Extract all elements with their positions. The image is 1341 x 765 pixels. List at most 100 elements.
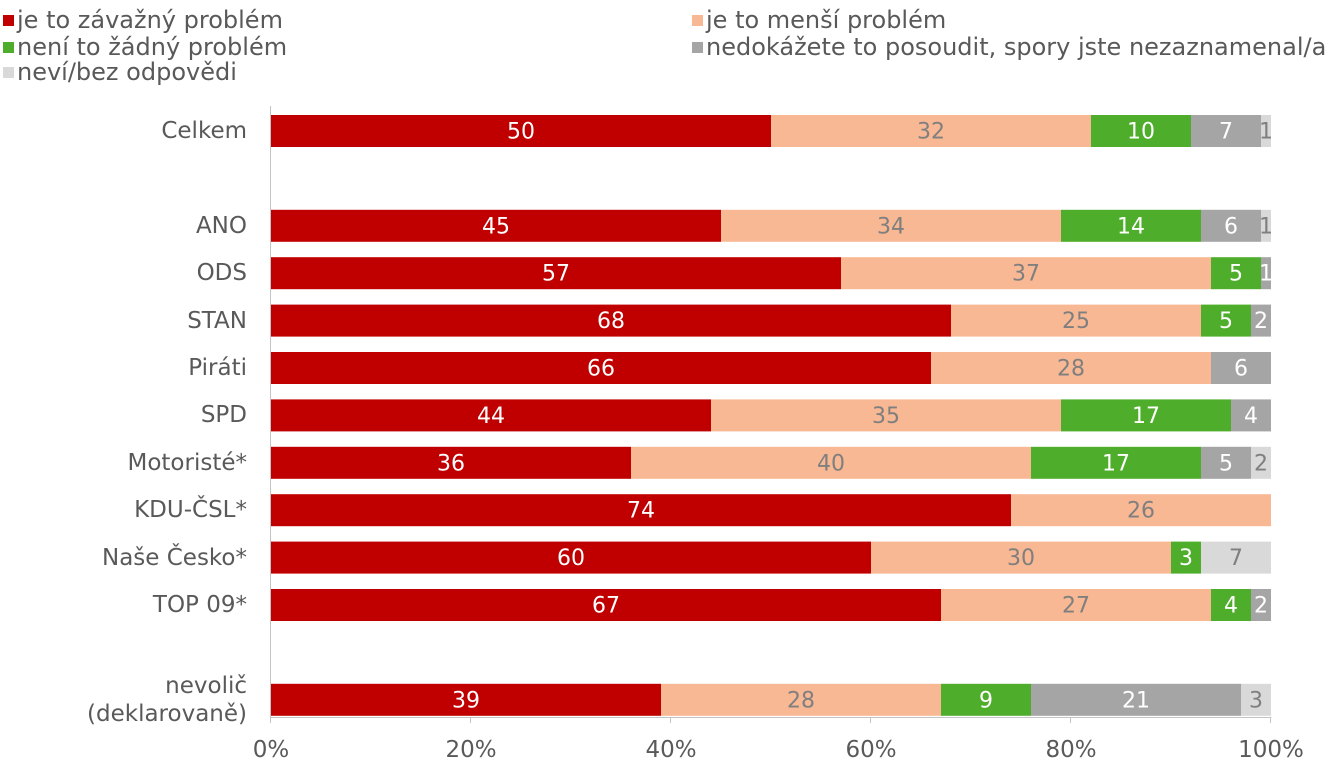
bar-segment (1201, 304, 1251, 337)
data-label: 1 (1259, 214, 1273, 239)
data-label: 1 (1259, 120, 1273, 145)
data-label: 2 (1254, 451, 1268, 476)
legend-item-no-problem: není to žádný problém (3, 34, 287, 60)
category-label: STAN (187, 307, 247, 334)
data-label: 35 (872, 404, 900, 429)
bar-segment (1241, 683, 1271, 716)
data-label: 14 (1117, 214, 1145, 239)
data-label: 4 (1224, 594, 1238, 619)
data-label: 30 (1007, 546, 1035, 571)
data-label: 26 (1127, 499, 1155, 524)
category-label: SPD (200, 402, 247, 429)
legend-item-minor-problem: je to menší problém (692, 7, 946, 33)
legend-swatch (3, 41, 14, 53)
category-label: Naše Česko* (101, 544, 247, 571)
data-label: 5 (1229, 262, 1243, 287)
bar-segment (271, 683, 661, 716)
bar-segment (841, 257, 1211, 290)
legend-label: je to závažný problém (17, 6, 283, 34)
bar-segment (271, 589, 941, 621)
bar-segment (271, 115, 771, 147)
bar-segment (1201, 446, 1251, 479)
bar-segment (711, 399, 1061, 432)
bar-segment (771, 115, 1091, 147)
data-label: 39 (452, 688, 480, 713)
data-label: 44 (477, 404, 505, 429)
legend-label: je to menší problém (706, 6, 947, 34)
data-label: 57 (542, 262, 570, 287)
data-label: 40 (817, 451, 845, 476)
x-tick-label: 0% (253, 737, 290, 763)
bar-segment (661, 683, 941, 716)
bar-segment (1251, 446, 1271, 479)
data-label: 10 (1127, 120, 1155, 145)
category-label: Piráti (188, 355, 247, 381)
data-label: 2 (1254, 309, 1268, 334)
data-label: 17 (1102, 451, 1130, 476)
bar-segment (1091, 115, 1191, 147)
bar-segment (941, 589, 1211, 621)
legend-label: není to žádný problém (17, 33, 288, 61)
bar-segment (271, 541, 871, 574)
bar-segment (1251, 589, 1271, 621)
bar-segment (1251, 304, 1271, 337)
data-label: 32 (917, 120, 945, 145)
bar-segment (721, 209, 1061, 242)
category-label: ODS (196, 260, 247, 287)
data-label: 74 (627, 499, 655, 524)
data-label: 1 (1259, 262, 1273, 287)
data-label: 27 (1062, 594, 1090, 619)
bar-segment (1011, 494, 1271, 527)
data-label: 5 (1219, 451, 1233, 476)
bar-segment (1031, 683, 1241, 716)
bar-segment (931, 352, 1211, 384)
data-label: 4 (1244, 404, 1258, 429)
bar-segment (951, 304, 1201, 337)
data-label: 6 (1234, 357, 1248, 382)
bar-segment (1211, 352, 1271, 384)
bar-segment (271, 304, 951, 337)
data-label: 36 (437, 451, 465, 476)
category-label: Motoristé* (127, 449, 247, 476)
data-label: 7 (1229, 546, 1243, 571)
bar-segment (271, 257, 841, 290)
data-label: 3 (1179, 546, 1193, 571)
data-label: 28 (1057, 357, 1085, 382)
legend-item-dont-know: neví/bez odpovědi (3, 59, 237, 85)
bar-segment (271, 399, 711, 432)
data-label: 45 (482, 214, 510, 239)
data-label: 25 (1062, 309, 1090, 334)
bar-segment (1211, 589, 1251, 621)
data-label: 9 (979, 688, 993, 713)
legend-item-serious-problem: je to závažný problém (3, 7, 283, 33)
bar-segment (1191, 115, 1261, 147)
data-label: 50 (507, 120, 535, 145)
bar-segment (1261, 209, 1271, 242)
x-tick-label: 60% (845, 737, 896, 763)
data-label: 7 (1219, 120, 1233, 145)
category-label: Celkem (161, 118, 247, 144)
legend-label: neví/bez odpovědi (17, 58, 237, 86)
data-label: 67 (592, 594, 620, 619)
legend-swatch (3, 66, 14, 78)
bar-segment (1201, 541, 1271, 574)
data-label: 60 (557, 546, 585, 571)
bar-segment (271, 352, 931, 384)
bar-segment (271, 446, 631, 479)
legend-item-cannot-judge: nedokážete to posoudit, spory jste nezaz… (692, 34, 1326, 60)
bar-segment (1261, 115, 1271, 147)
category-label: nevolič (deklarovaně) (87, 672, 247, 727)
bar-segment (1211, 257, 1261, 290)
category-label: TOP 09* (152, 592, 247, 618)
bar-segment (1261, 257, 1271, 290)
data-label: 5 (1219, 309, 1233, 334)
data-label: 34 (877, 214, 905, 239)
legend-swatch (692, 41, 703, 53)
legend-swatch (3, 14, 14, 26)
category-label: ANO (195, 212, 247, 239)
bar-segment (1061, 209, 1201, 242)
bar-segment (1061, 399, 1231, 432)
data-label: 28 (787, 688, 815, 713)
